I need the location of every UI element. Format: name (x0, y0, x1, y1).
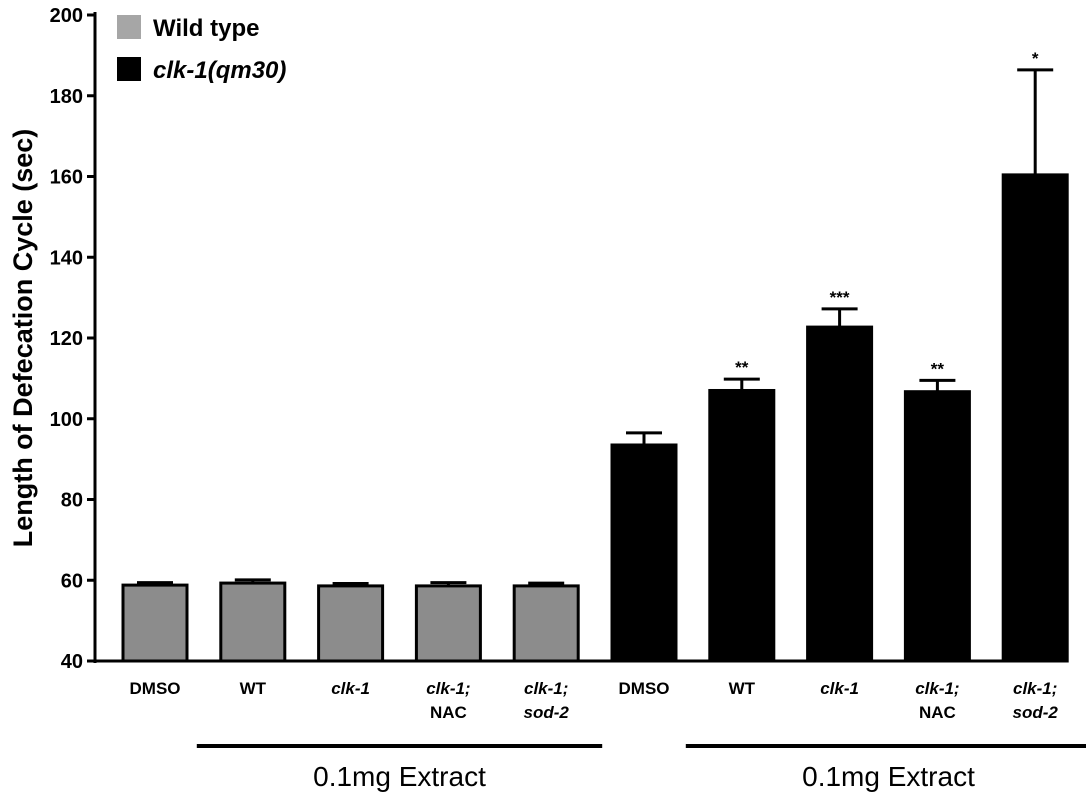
bar (806, 325, 874, 663)
y-tick-label: 100 (50, 409, 83, 431)
bar (121, 583, 189, 663)
group-label: 0.1mg Extract (313, 761, 486, 792)
legend-swatch (117, 57, 141, 81)
significance-label: ** (931, 359, 945, 378)
x-tick-label: DMSO (130, 679, 181, 698)
y-tick-label: 60 (61, 570, 83, 592)
legend-label: clk-1(qm30) (153, 57, 286, 84)
bar (414, 584, 482, 663)
significance-label: ** (735, 358, 749, 377)
x-tick-label: clk-1 (331, 679, 370, 698)
y-tick-label: 160 (50, 167, 83, 189)
bar (708, 388, 776, 663)
x-tick-label: DMSO (619, 679, 670, 698)
bar (512, 584, 580, 663)
significance-label: * (1032, 49, 1039, 68)
legend-label: Wild type (153, 15, 259, 42)
x-tick-label: clk-1; (426, 679, 470, 698)
y-tick-label: 140 (50, 247, 83, 269)
y-tick-label: 200 (50, 5, 83, 27)
y-tick-label: 180 (50, 86, 83, 108)
x-axis: DMSO WT clk-1 clk-1; NAC clk-1; sod-2 DMSO WT clk… (93, 659, 1062, 722)
group-brackets: 0.1mg Extract 0.1mg Extract (196, 744, 1086, 792)
bars: ******** (121, 49, 1069, 663)
legend-swatch (117, 15, 141, 39)
bar (219, 581, 287, 663)
x-tick-label-line2: NAC (919, 703, 956, 722)
x-tick-label: clk-1 (820, 679, 859, 698)
bar (1001, 173, 1069, 663)
x-tick-label-line2: sod-2 (1013, 703, 1059, 722)
y-tick-label: 40 (61, 651, 83, 673)
y-tick-label: 120 (50, 328, 83, 350)
y-tick-label: 80 (61, 490, 83, 512)
x-tick-label: WT (729, 679, 756, 698)
x-tick-label: clk-1; (524, 679, 568, 698)
bar (903, 390, 971, 663)
x-tick-label-line2: NAC (430, 703, 467, 722)
y-axis-label: Length of Defecation Cycle (sec) (8, 129, 38, 548)
bar (610, 443, 678, 663)
x-tick-label: WT (240, 679, 267, 698)
x-tick-label-line2: sod-2 (524, 703, 570, 722)
bar (317, 584, 385, 663)
x-tick-label: clk-1; (915, 679, 959, 698)
significance-label: *** (830, 288, 850, 307)
y-axis: 40 60 80 100 120 140 160 180 200 (50, 5, 97, 673)
group-label: 0.1mg Extract (802, 761, 975, 792)
legend: Wild type clk-1(qm30) (117, 15, 286, 84)
x-tick-label: clk-1; (1013, 679, 1057, 698)
